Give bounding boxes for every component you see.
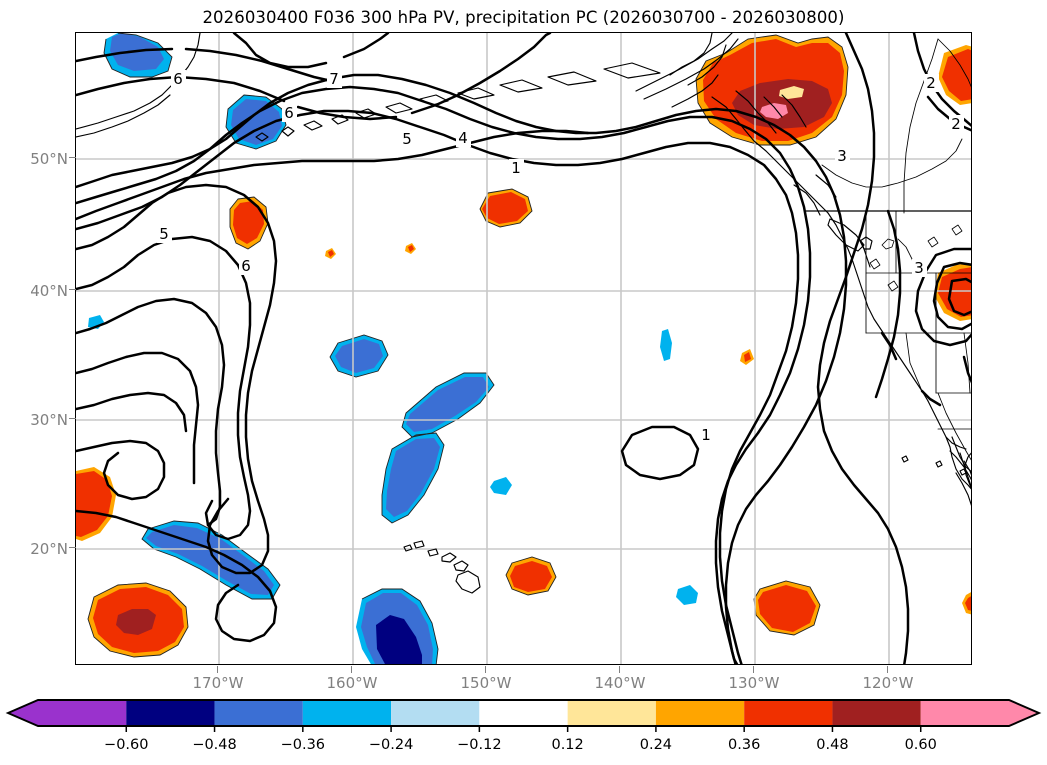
chart-title: 2026030400 F036 300 hPa PV, precipitatio…: [202, 8, 845, 27]
contour-label: 5: [402, 130, 412, 148]
colorbar-tick-label: 0.24: [639, 737, 673, 753]
colorbar-band: [126, 700, 215, 726]
contour-label-halo: [400, 130, 415, 148]
contour-label-halo: [949, 115, 964, 133]
xtick-label-170w: 170°W: [192, 674, 244, 692]
ytick-label-40n: 40°N: [30, 282, 68, 300]
colorbar-tick-label: −0.60: [104, 737, 149, 753]
contour-label-halo: [835, 147, 850, 165]
contour-label-halo: [327, 70, 342, 88]
contour-label: 6: [241, 257, 251, 275]
colorbar-band: [920, 700, 1039, 726]
xtick-label-150w: 150°W: [460, 674, 512, 692]
colorbar-tick-label: −0.24: [368, 737, 414, 753]
contour-label-halo: [699, 426, 714, 444]
map-axes: 67654156322365421: [75, 32, 972, 665]
contour-label: 6: [284, 104, 294, 122]
contour-label: 5: [159, 225, 169, 243]
contour-label: 3: [837, 147, 847, 165]
contour-label-halo: [157, 225, 172, 243]
xtick-label-140w: 140°W: [594, 674, 646, 692]
xtick-mark-170w: [217, 666, 219, 673]
coastlines: [76, 33, 971, 594]
contour-label: 6: [173, 70, 183, 88]
contour-label: 7: [329, 70, 339, 88]
colorbar-tick-label: −0.12: [457, 737, 502, 753]
xtick-mark-120w: [887, 666, 889, 673]
colorbar-band: [479, 700, 568, 726]
xtick-mark-130w: [753, 666, 755, 673]
precip-shading: [76, 33, 971, 664]
ytick-mark-30n: [69, 418, 76, 420]
colorbar-tick-label: 0.60: [904, 737, 937, 753]
colorbar: [0, 698, 1047, 765]
contour-label: 3: [914, 259, 924, 277]
ytick-label-50n: 50°N: [30, 150, 68, 168]
gridlines: [76, 33, 971, 664]
xtick-mark-150w: [485, 666, 487, 673]
contour-label: 4: [458, 129, 468, 147]
xtick-label-130w: 130°W: [728, 674, 780, 692]
colorbar-band: [655, 700, 745, 726]
contour-label: 1: [701, 426, 711, 444]
colorbar-band: [214, 700, 303, 726]
ytick-label-30n: 30°N: [30, 411, 68, 429]
colorbar-band: [391, 700, 480, 726]
contour-labels: 67654156322365421: [157, 70, 964, 444]
contour-label: 2: [926, 74, 936, 92]
colorbar-tick-label: 0.36: [728, 737, 761, 753]
colorbar-tick-label: −0.36: [280, 737, 326, 753]
contour-label-halo: [239, 257, 254, 275]
contour-label-halo: [456, 129, 471, 147]
contour-label: 1: [511, 159, 521, 177]
colorbar-band: [302, 700, 392, 726]
contour-label-halo: [924, 74, 939, 92]
contour-label-halo: [282, 104, 297, 122]
colorbar-band: [744, 700, 833, 726]
colorbar-band: [8, 700, 127, 726]
contour-label-halo: [912, 259, 927, 277]
colorbar-tick-label: −0.48: [192, 737, 237, 753]
xtick-mark-140w: [619, 666, 621, 673]
ytick-mark-50n: [69, 157, 76, 159]
colorbar-outline: [5, 699, 1042, 727]
xtick-label-160w: 160°W: [326, 674, 378, 692]
colorbar-tick-label: 0.48: [816, 737, 849, 753]
contour-label-halo: [171, 70, 186, 88]
shading-outlines: [87, 33, 849, 664]
colorbar-band: [832, 700, 921, 726]
ytick-mark-20n: [69, 547, 76, 549]
colorbar-tick-label: 0.12: [551, 737, 584, 753]
contour-label-halo: [509, 159, 524, 177]
contour-label: 2: [951, 115, 961, 133]
xtick-mark-160w: [351, 666, 353, 673]
xtick-label-120w: 120°W: [862, 674, 914, 692]
ytick-mark-40n: [69, 289, 76, 291]
ytick-label-20n: 20°N: [30, 540, 68, 558]
colorbar-band: [567, 700, 656, 726]
